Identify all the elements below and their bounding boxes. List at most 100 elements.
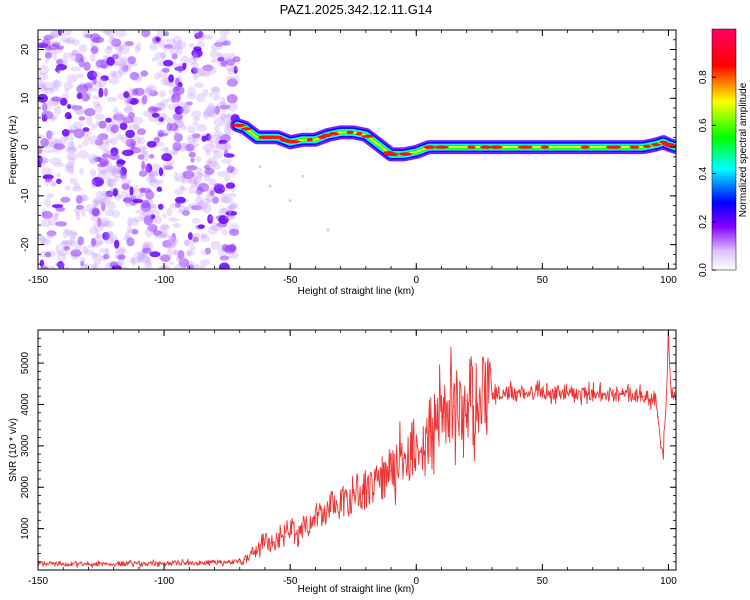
noise-blob xyxy=(149,169,155,180)
noise-blob xyxy=(180,106,189,115)
noise-blob xyxy=(149,251,161,258)
noise-blob xyxy=(72,121,84,130)
noise-blob xyxy=(71,186,83,192)
noise-blob xyxy=(207,225,218,235)
noise-blob xyxy=(101,197,109,206)
noise-blob xyxy=(99,217,110,228)
noise-blob xyxy=(83,249,94,256)
noise-blob xyxy=(41,110,54,120)
noise-blob xyxy=(196,40,205,48)
noise-blob xyxy=(110,137,118,146)
noise-blob xyxy=(195,92,206,103)
ridge-peak xyxy=(651,143,661,147)
noise-blob xyxy=(227,102,239,112)
noise-blob xyxy=(53,30,59,35)
noise-blob xyxy=(205,133,211,141)
noise-blob xyxy=(168,235,174,241)
noise-blob xyxy=(41,102,48,112)
snr-point xyxy=(642,395,644,397)
noise-blob xyxy=(106,200,116,210)
noise-blob xyxy=(178,65,183,73)
noise-blob xyxy=(68,129,75,134)
noise-blob xyxy=(158,39,166,48)
noise-blob xyxy=(67,104,72,110)
ridge-peak xyxy=(434,145,449,149)
noise-blob xyxy=(171,232,176,243)
noise-blob xyxy=(66,36,75,45)
noise-blob xyxy=(71,105,83,111)
noise-blob xyxy=(129,71,139,81)
noise-blob xyxy=(84,33,94,38)
noise-blob xyxy=(224,175,231,183)
noise-blob xyxy=(136,41,142,51)
noise-blob xyxy=(163,59,174,67)
noise-blob xyxy=(53,143,66,150)
ridge-peak xyxy=(328,132,340,136)
noise-blob xyxy=(98,141,110,151)
noise-blob xyxy=(142,210,155,218)
noise-blob xyxy=(207,214,214,224)
noise-blob xyxy=(109,70,118,79)
noise-blob xyxy=(140,202,151,212)
noise-blob xyxy=(196,186,204,195)
noise-blob xyxy=(50,212,60,218)
noise-blob xyxy=(174,263,185,269)
noise-blob xyxy=(137,254,149,262)
noise-blob xyxy=(62,39,75,44)
noise-blob xyxy=(70,249,82,257)
noise-blob xyxy=(218,53,225,62)
noise-blob xyxy=(134,251,145,260)
noise-blob xyxy=(141,160,146,171)
noise-blob xyxy=(183,239,190,247)
noise-blob xyxy=(209,160,218,168)
noise-blob xyxy=(122,64,129,72)
noise-blob xyxy=(124,197,133,207)
noise-blob xyxy=(220,96,226,107)
snr-point xyxy=(478,395,480,397)
noise-blob xyxy=(209,189,215,197)
noise-blob xyxy=(206,66,217,75)
ridge-peak xyxy=(230,123,246,127)
noise-blob xyxy=(78,43,88,53)
noise-blob xyxy=(99,170,107,175)
noise-blob xyxy=(39,156,47,165)
noise-blob xyxy=(112,107,119,116)
ridge-peak xyxy=(480,145,492,149)
x-tick-label: -150 xyxy=(28,275,48,286)
noise-blob xyxy=(156,30,164,39)
noise-blob xyxy=(90,215,101,222)
ridge-peak xyxy=(467,145,476,149)
noise-blob xyxy=(67,146,78,153)
noise-blob xyxy=(131,228,139,235)
noise-blob xyxy=(93,198,99,208)
noise-blob xyxy=(131,256,136,267)
noise-blob xyxy=(114,58,126,67)
noise-blob xyxy=(77,149,89,159)
noise-blob xyxy=(122,266,128,269)
noise-blob xyxy=(64,88,69,94)
noise-blob xyxy=(160,77,171,86)
snr-point xyxy=(466,399,468,401)
noise-blob xyxy=(154,231,165,240)
noise-blob xyxy=(166,122,172,131)
noise-blob xyxy=(200,232,207,240)
noise-blob xyxy=(120,134,129,144)
noise-blob xyxy=(125,230,130,240)
noise-blob xyxy=(204,168,215,175)
noise-blob xyxy=(40,219,51,228)
noise-blob xyxy=(79,257,86,262)
y-tick-label: 20 xyxy=(20,44,31,56)
noise-blob xyxy=(91,176,104,187)
noise-blob xyxy=(44,198,51,208)
y-tick-label: 2000 xyxy=(20,476,31,499)
noise-blob xyxy=(106,149,112,159)
y-tick-label: 10 xyxy=(20,92,31,104)
noise-blob xyxy=(48,216,58,226)
noise-blob xyxy=(101,189,108,199)
noise-blob xyxy=(182,62,187,69)
noise-blob xyxy=(137,154,145,160)
noise-blob xyxy=(207,103,216,112)
noise-blob xyxy=(105,190,114,198)
noise-blob xyxy=(154,51,163,60)
